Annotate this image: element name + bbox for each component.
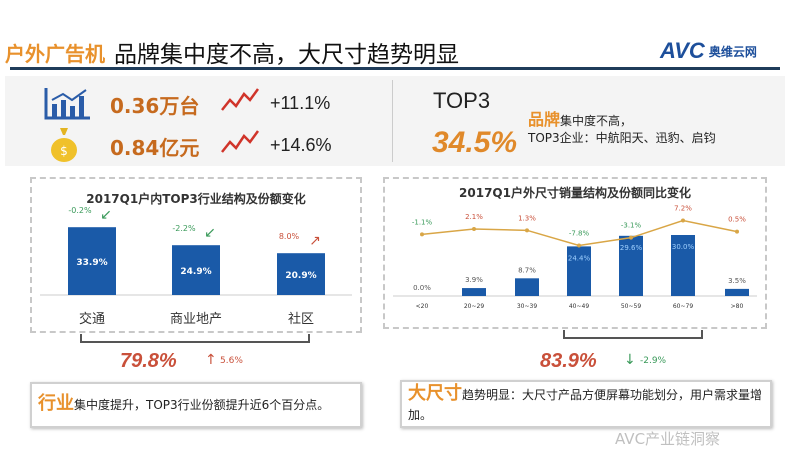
size-total-change: -2.9% xyxy=(640,356,667,366)
line-point xyxy=(577,243,581,248)
industry-chart-box xyxy=(30,177,362,333)
logo-text: AVC xyxy=(660,38,705,63)
category-label: 社区 xyxy=(288,311,314,327)
title-tag: 户外广告机 xyxy=(5,42,105,66)
money-bag-icon: $ xyxy=(51,128,77,162)
line-value-label: 1.3% xyxy=(518,214,536,222)
bar-value-label: 29.6% xyxy=(620,244,643,252)
industry-total: 79.8% xyxy=(120,350,177,372)
bar xyxy=(671,235,695,296)
bar-value-label: 33.9% xyxy=(76,258,107,268)
bar xyxy=(725,288,749,296)
title-rule xyxy=(10,67,780,70)
line-point xyxy=(472,226,476,231)
size-chart: 0.0% <20 3.9% 20~29 8.7% 30~39 24.4% 40~49 29.6%… xyxy=(393,204,757,310)
bar-value-label: 8.7% xyxy=(518,266,536,274)
bar xyxy=(619,235,643,296)
page-title: 品牌集中度不高，大尺寸趋势明显 xyxy=(114,42,459,68)
trend-up-icon xyxy=(221,130,260,153)
top3-label: TOP3 xyxy=(433,88,491,113)
category-label: 交通 xyxy=(79,311,105,327)
chart-title: 2017Q1户内TOP3行业结构及份额变化 xyxy=(86,192,306,206)
bar xyxy=(277,253,325,295)
bar-value-label: 0.0% xyxy=(413,284,431,292)
bar xyxy=(68,227,116,295)
logo-cn: 奥维云网 xyxy=(708,44,757,59)
brand-companies: TOP3企业：中航阳天、迅豹、启钧 xyxy=(528,131,716,145)
bar-value-label: 3.5% xyxy=(728,277,746,285)
industry-chart: 33.9% 交通 -0.2% ↙ 24.9% 商业地产 -2.2% ↙ 20.9% 社区 8.0% ↗ xyxy=(40,206,352,327)
change-label: -0.2% xyxy=(68,206,92,215)
bar-value-label: 20.9% xyxy=(285,271,316,281)
svg-text:$: $ xyxy=(60,144,68,158)
brand-text: 集中度不高， xyxy=(560,114,633,128)
brace xyxy=(563,330,703,339)
logo: AVC 奥维云网 xyxy=(660,38,757,64)
arrow-down-icon: ↙ xyxy=(204,225,216,241)
industry-total-change: 5.6% xyxy=(220,356,243,366)
top3-value: 34.5% xyxy=(432,126,518,159)
line-point xyxy=(420,232,424,237)
line-value-label: 2.1% xyxy=(465,213,483,221)
caption-text: 集中度提升，TOP3行业份额提升近6个百分点。 xyxy=(74,398,330,412)
bar xyxy=(172,245,220,295)
category-label: 50~59 xyxy=(621,303,641,310)
category-label: 60~79 xyxy=(673,303,693,310)
bar-value-label: 30.0% xyxy=(672,243,695,251)
arrow-up-icon: ↗ xyxy=(309,233,321,249)
revenue-change: +14.6% xyxy=(270,135,332,155)
brand-highlight: 品牌 xyxy=(528,110,561,129)
stats-panel xyxy=(5,76,785,166)
change-label: 8.0% xyxy=(279,232,300,241)
brand-note: 品牌集中度不高， xyxy=(528,106,632,130)
bar-value-label: 24.4% xyxy=(568,254,591,262)
volume-change: +11.1% xyxy=(270,93,331,113)
bar xyxy=(515,278,539,296)
category-label: <20 xyxy=(416,303,429,310)
line-value-label: -1.1% xyxy=(412,218,433,226)
caption-highlight: 行业 xyxy=(38,393,74,414)
category-label: 30~39 xyxy=(517,303,537,310)
size-chart-box xyxy=(383,177,767,329)
chart-title: 2017Q1户外尺寸销量结构及份额同比变化 xyxy=(459,186,691,200)
line-point xyxy=(629,235,633,240)
line-value-label: 0.5% xyxy=(728,216,746,224)
category-label: 20~29 xyxy=(464,303,484,310)
bar-chart-icon xyxy=(44,88,90,120)
line-value-label: 7.2% xyxy=(674,204,692,212)
industry-caption: 行业集中度提升，TOP3行业份额提升近6个百分点。 xyxy=(30,382,362,428)
brace xyxy=(80,334,310,343)
size-caption: 大尺寸趋势明显：大尺寸产品方便屏幕功能划分，用户需求量增加。 xyxy=(400,380,772,428)
bar-value-label: 24.9% xyxy=(180,267,211,277)
category-label: 40~49 xyxy=(569,303,589,310)
caption-text: 趋势明显：大尺寸产品方便屏幕功能划分，用户需求量增加。 xyxy=(408,388,763,422)
line-point xyxy=(735,229,739,234)
bar-value-label: 3.9% xyxy=(465,276,483,284)
bar xyxy=(567,246,591,296)
watermark: AVC产业链洞察 xyxy=(615,430,721,448)
arrow-down-icon: ↓ xyxy=(624,352,636,368)
category-label: 商业地产 xyxy=(170,312,222,327)
arrow-up-icon: ↑ xyxy=(205,352,217,368)
line-value-label: -3.1% xyxy=(621,222,642,230)
size-total: 83.9% xyxy=(540,350,597,372)
revenue-value: 0.84亿元 xyxy=(110,136,200,160)
caption-highlight: 大尺寸 xyxy=(408,383,462,404)
arrow-down-icon: ↙ xyxy=(100,207,112,223)
category-label: >80 xyxy=(731,303,744,310)
line-point xyxy=(681,218,685,223)
divider xyxy=(392,80,393,162)
bar xyxy=(462,288,486,296)
line-point xyxy=(525,228,529,233)
line-value-label: -7.8% xyxy=(569,230,590,238)
trend-up-icon xyxy=(221,88,260,111)
volume-value: 0.36万台 xyxy=(110,94,200,118)
change-label: -2.2% xyxy=(172,224,196,233)
